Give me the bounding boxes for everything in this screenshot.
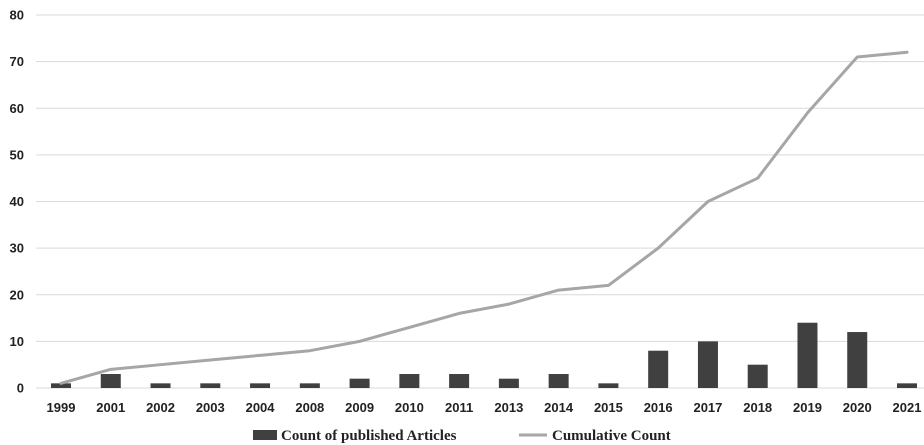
bar-2003 [200,383,221,388]
bar-2016 [648,350,669,388]
bar-2020 [847,332,868,388]
legend-label-line: Cumulative Count [552,428,671,444]
x-tick-label: 2003 [196,400,225,415]
x-tick-label: 2008 [295,400,324,415]
y-tick-label: 80 [10,8,24,23]
x-tick-label: 2011 [445,400,473,415]
bar-series [51,322,917,388]
bar-2014 [548,374,569,388]
line-series [59,50,909,385]
legend: Count of published Articles Cumulative Co… [253,428,671,444]
x-tick-label: 2017 [693,400,722,415]
bar-2009 [349,378,370,388]
y-tick-label: 60 [10,101,24,116]
bar-2019 [797,322,818,388]
x-tick-label: 2004 [246,400,276,415]
bar-2013 [498,378,519,388]
x-tick-label: 2018 [743,400,772,415]
bar-2008 [299,383,320,388]
x-tick-label: 2016 [644,400,673,415]
bar-2010 [399,374,420,388]
x-tick-label: 2015 [594,400,623,415]
y-axis-ticks: 0 10 20 30 40 50 60 70 80 [10,8,24,396]
bar-2002 [150,383,171,388]
x-tick-label: 2014 [544,400,574,415]
bar-2015 [598,383,619,388]
y-tick-label: 10 [10,334,24,349]
y-tick-label: 30 [10,241,24,256]
legend-swatch-bar [253,430,277,440]
x-tick-label: 2013 [494,400,523,415]
bar-2021 [897,383,917,388]
bar-2001 [100,374,121,388]
y-tick-label: 50 [10,147,24,162]
x-tick-label: 2010 [395,400,424,415]
x-tick-label: 2002 [146,400,175,415]
y-tick-label: 20 [10,287,24,302]
gridlines [36,14,924,389]
x-axis-ticks: 1999 2001 2002 2003 2004 2008 2009 2010 2011 2013… [47,400,922,415]
y-tick-label: 40 [10,194,24,209]
x-tick-label: 1999 [47,400,76,415]
x-tick-label: 2020 [843,400,872,415]
y-tick-label: 0 [17,381,24,396]
legend-label-bar: Count of published Articles [281,428,457,444]
x-tick-label: 2019 [793,400,822,415]
bar-1999 [51,383,71,388]
x-tick-label: 2001 [96,400,125,415]
x-tick-label: 2009 [345,400,374,415]
bar-2011 [449,374,470,388]
bar-2018 [747,364,768,388]
x-tick-label: 2021 [893,400,922,415]
bar-2017 [697,341,718,388]
cumulative-count-line [59,50,909,385]
bar-2004 [250,383,271,388]
y-tick-label: 70 [10,54,24,69]
